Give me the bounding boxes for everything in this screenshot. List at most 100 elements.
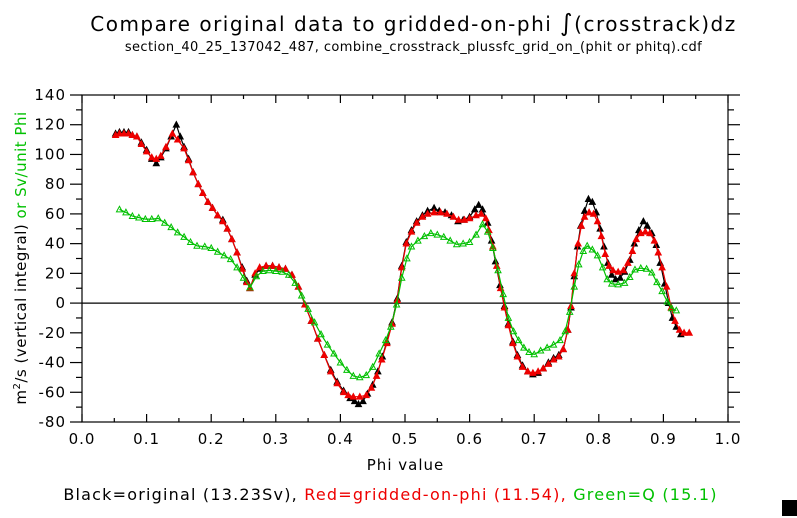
series-Q-marker (291, 278, 300, 286)
series-Q-marker (414, 236, 422, 244)
series-gridded-on-phi-marker (574, 239, 582, 247)
series-gridded-on-phi-marker (133, 132, 141, 140)
series-gridded-on-phi-marker (675, 325, 684, 333)
series-Q-marker (213, 247, 222, 255)
series-gridded-on-phi-marker (344, 390, 352, 399)
series-Q-marker (252, 272, 261, 280)
series-gridded-on-phi-marker (632, 234, 641, 243)
series-Q-marker (561, 327, 570, 335)
x-tick-label: 0.4 (327, 430, 354, 448)
series-gridded-on-phi-marker (367, 383, 376, 391)
series-original-marker (616, 273, 624, 281)
series-gridded-on-phi-marker (460, 215, 469, 223)
series-gridded-on-phi-marker (281, 264, 290, 272)
series-gridded-on-phi-marker (228, 234, 236, 243)
series-gridded-on-phi-marker (326, 367, 335, 375)
series-Q-marker (330, 349, 338, 357)
series-gridded-on-phi-marker (430, 208, 438, 216)
x-tick-label: 0.1 (133, 430, 160, 448)
series-Q-marker (499, 289, 508, 298)
series-original-marker (359, 396, 367, 405)
series-Q-marker (271, 266, 280, 275)
series-gridded-on-phi-marker (628, 246, 637, 254)
series-Q-marker (603, 275, 612, 283)
series-gridded-on-phi-marker (275, 263, 283, 271)
series-Q-marker (246, 283, 254, 291)
series-Q-marker (154, 214, 163, 222)
x-tick-label: 0.2 (198, 430, 225, 448)
series-Q-marker (598, 263, 607, 271)
x-tick-label: 0.7 (521, 430, 548, 448)
series-gridded-on-phi-marker (418, 212, 427, 220)
x-tick-label: 0.0 (69, 430, 96, 448)
series-gridded-on-phi-marker (671, 316, 679, 324)
legend-q: Green=Q (15.1) (573, 485, 718, 504)
series-Q-marker (583, 241, 592, 249)
series-Q-marker (193, 241, 201, 249)
series-Q-marker (284, 270, 293, 278)
series-Q-marker (317, 330, 325, 338)
series-Q-marker (343, 365, 351, 373)
series-Q-marker (173, 228, 182, 236)
series-Q-marker (574, 260, 583, 268)
series-Q-marker (667, 304, 676, 312)
series-gridded-on-phi-marker (339, 388, 348, 396)
y-tick-label: 0 (55, 294, 66, 312)
x-tick-label: 0.3 (262, 430, 289, 448)
series-gridded-on-phi-marker (472, 211, 480, 219)
series-gridded-on-phi-marker (162, 142, 170, 150)
series-gridded-on-phi-marker (477, 209, 486, 217)
series-Q-marker (304, 304, 312, 312)
series-Q-marker (570, 282, 579, 290)
series-Q-marker (115, 205, 124, 213)
series-Q-marker (200, 242, 209, 250)
series-gridded-on-phi-marker (238, 264, 247, 272)
series-Q-marker (336, 358, 345, 366)
series-gridded-on-phi-marker (654, 248, 663, 256)
series-gridded-on-phi-marker (605, 261, 613, 269)
y-axis-label-black: m2/s (vertical integral) (12, 223, 30, 405)
series-gridded-on-phi-marker (529, 368, 537, 376)
series-Q-marker (472, 230, 480, 238)
series-Q-marker (265, 266, 274, 274)
chart-subtitle: section_40_25_137042_487, combine_crosst… (124, 40, 703, 55)
series-gridded-on-phi-marker (189, 168, 197, 176)
series-gridded-on-phi-marker (218, 217, 227, 225)
series-gridded-on-phi-marker (454, 215, 463, 223)
series-Q-marker (459, 239, 467, 247)
series-Q-marker (579, 246, 588, 254)
series-Q-marker (653, 278, 661, 286)
series-Q-marker (239, 273, 248, 281)
y-tick-label: 60 (45, 205, 66, 223)
series-Q-marker (160, 218, 169, 226)
series-gridded-on-phi-marker (115, 129, 124, 137)
series-Q-marker (446, 236, 455, 244)
series-gridded-on-phi-marker (407, 227, 416, 235)
series-gridded-on-phi-marker (577, 221, 586, 229)
series-gridded-on-phi-marker (509, 338, 517, 347)
series-gridded-on-phi-marker (544, 359, 553, 367)
series-Q-marker (636, 263, 645, 272)
series-gridded-on-phi-marker (173, 135, 182, 143)
series-Q-marker (556, 335, 564, 344)
y-tick-label: 80 (45, 175, 66, 193)
series-Q-marker (483, 227, 492, 235)
series-gridded-on-phi-marker (650, 236, 659, 244)
series-Q-marker (323, 340, 332, 348)
series-gridded-on-phi-marker (372, 371, 381, 379)
series-gridded-on-phi-marker (593, 217, 602, 225)
series-gridded-on-phi-marker (601, 249, 610, 257)
series-Q-marker (647, 268, 656, 276)
series-Q-marker (509, 327, 518, 335)
series-Q-marker (167, 223, 175, 231)
series-Q-marker (504, 313, 513, 321)
series-original-marker (643, 221, 652, 229)
series-gridded-on-phi-marker (255, 263, 264, 271)
series-Q-marker (233, 263, 241, 271)
series-gridded-on-phi-marker (534, 367, 542, 375)
series-gridded-on-phi-marker (443, 209, 451, 217)
series-Q-marker (186, 237, 195, 246)
x-tick-label: 0.5 (392, 430, 419, 448)
series-gridded-on-phi-marker (333, 379, 342, 387)
